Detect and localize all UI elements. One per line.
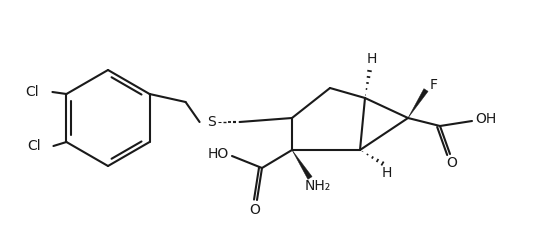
Text: Cl: Cl (27, 139, 41, 153)
Polygon shape (292, 150, 312, 179)
Text: S: S (207, 115, 216, 129)
Text: NH₂: NH₂ (305, 179, 331, 193)
Text: H: H (367, 52, 377, 66)
Text: O: O (447, 156, 458, 170)
Text: F: F (430, 78, 438, 92)
Text: OH: OH (475, 112, 497, 126)
Text: O: O (250, 203, 261, 217)
Text: HO: HO (207, 147, 229, 161)
Text: H: H (382, 166, 392, 180)
Text: Cl: Cl (25, 85, 39, 99)
Polygon shape (408, 89, 428, 118)
